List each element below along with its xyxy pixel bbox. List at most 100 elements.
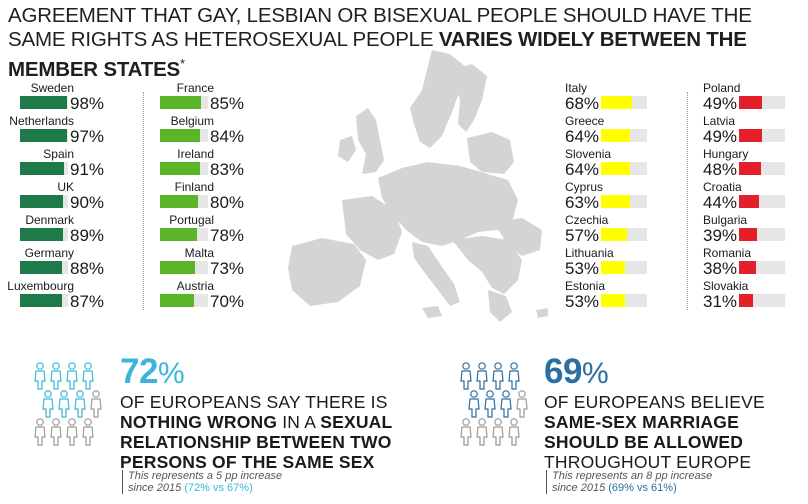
value-label: 78% bbox=[210, 226, 245, 245]
bar-greece bbox=[601, 129, 631, 142]
bar-track bbox=[20, 228, 68, 241]
country-label: UK bbox=[57, 180, 74, 194]
bar-croatia bbox=[739, 195, 760, 208]
bar-slovakia bbox=[739, 294, 754, 307]
country-label: Estonia bbox=[565, 279, 606, 293]
country-label: Germany bbox=[24, 246, 74, 260]
country-label: France bbox=[176, 81, 214, 95]
bar-spain bbox=[20, 162, 64, 175]
country-entry-ireland: Ireland 83% bbox=[160, 148, 280, 181]
bar-track bbox=[739, 294, 785, 307]
bar-ireland bbox=[160, 162, 200, 175]
country-entry-slovakia: Slovakia 31% bbox=[703, 280, 808, 313]
bar-uk bbox=[20, 195, 64, 208]
bar-track bbox=[739, 195, 785, 208]
value-label: 84% bbox=[210, 127, 245, 146]
divider-right bbox=[687, 92, 688, 310]
bar-track bbox=[739, 129, 785, 142]
person-icon bbox=[42, 390, 54, 418]
person-icon bbox=[460, 418, 472, 446]
country-label: Czechia bbox=[565, 213, 609, 227]
country-entry-austria: Austria 70% bbox=[160, 280, 280, 313]
title-part1: AGREEMENT THAT GAY, LESBIAN OR BISEXUAL … bbox=[8, 4, 752, 51]
bar-track bbox=[20, 96, 68, 109]
person-icon bbox=[66, 362, 78, 390]
bar-track bbox=[601, 261, 647, 274]
value-label: 57% bbox=[565, 226, 600, 245]
value-label: 87% bbox=[70, 292, 105, 311]
bar-track bbox=[601, 294, 647, 307]
value-label: 38% bbox=[703, 259, 738, 278]
country-column-red: Poland 49% Latvia 49% Hungary 48% Croatia 44% Bu… bbox=[703, 82, 808, 313]
country-entry-luxembourg: Luxembourg 87% bbox=[7, 280, 140, 313]
country-entry-portugal: Portugal 78% bbox=[160, 214, 280, 247]
value-label: 48% bbox=[703, 160, 738, 179]
bar-sweden bbox=[20, 96, 68, 109]
stat-69-line3: SHOULD BE ALLOWED bbox=[544, 432, 744, 452]
country-entry-cyprus: Cyprus 63% bbox=[565, 181, 685, 214]
bar-denmark bbox=[20, 228, 63, 241]
person-icon bbox=[82, 418, 94, 446]
country-label: Spain bbox=[43, 147, 74, 161]
country-entry-germany: Germany 88% bbox=[20, 247, 140, 280]
country-entry-uk: UK 90% bbox=[20, 181, 140, 214]
country-label: Bulgaria bbox=[703, 213, 748, 227]
value-label: 97% bbox=[70, 127, 105, 146]
value-label: 89% bbox=[70, 226, 105, 245]
country-label: Lithuania bbox=[565, 246, 614, 260]
bar-track bbox=[739, 96, 785, 109]
stat-69-line2: SAME-SEX MARRIAGE bbox=[544, 412, 739, 432]
person-icon bbox=[50, 418, 62, 446]
country-entry-finland: Finland 80% bbox=[160, 181, 280, 214]
value-label: 68% bbox=[565, 94, 600, 113]
bar-italy bbox=[601, 96, 633, 109]
person-icon bbox=[484, 390, 496, 418]
value-label: 39% bbox=[703, 226, 738, 245]
bar-track bbox=[739, 261, 785, 274]
value-label: 31% bbox=[703, 292, 738, 311]
person-icon bbox=[34, 418, 46, 446]
bar-lithuania bbox=[601, 261, 626, 274]
divider-left bbox=[143, 92, 144, 310]
value-label: 70% bbox=[210, 292, 245, 311]
stat-69-block: 69% OF EUROPEANS BELIEVE SAME-SEX MARRIA… bbox=[544, 354, 765, 473]
country-label: Denmark bbox=[25, 213, 74, 227]
value-label: 63% bbox=[565, 193, 600, 212]
country-entry-romania: Romania 38% bbox=[703, 247, 808, 280]
stat-69-line1: OF EUROPEANS BELIEVE bbox=[544, 392, 765, 412]
bar-track bbox=[20, 261, 68, 274]
people-icons-69 bbox=[460, 362, 528, 446]
country-entry-poland: Poland 49% bbox=[703, 82, 808, 115]
stat-69-note: This represents an 8 pp increase since 2… bbox=[546, 470, 712, 494]
stat-72-block: 72% OF EUROPEANS SAY THERE IS NOTHING WR… bbox=[120, 354, 392, 473]
country-label: Belgium bbox=[170, 114, 214, 128]
country-entry-croatia: Croatia 44% bbox=[703, 181, 808, 214]
person-icon bbox=[50, 362, 62, 390]
country-entry-denmark: Denmark 89% bbox=[20, 214, 140, 247]
bar-track bbox=[20, 195, 68, 208]
value-label: 64% bbox=[565, 127, 600, 146]
value-label: 91% bbox=[70, 160, 105, 179]
country-entry-hungary: Hungary 48% bbox=[703, 148, 808, 181]
country-entry-bulgaria: Bulgaria 39% bbox=[703, 214, 808, 247]
bar-hungary bbox=[739, 162, 762, 175]
title-part2: VARIES WIDELY BETWEEN THE MEMBER STATES bbox=[8, 28, 747, 81]
value-label: 90% bbox=[70, 193, 105, 212]
person-icon bbox=[508, 418, 520, 446]
country-entry-latvia: Latvia 49% bbox=[703, 115, 808, 148]
country-label: Malta bbox=[184, 246, 214, 260]
country-label: Portugal bbox=[169, 213, 214, 227]
bar-austria bbox=[160, 294, 194, 307]
person-icon bbox=[476, 418, 488, 446]
value-label: 88% bbox=[70, 259, 105, 278]
country-label: Slovakia bbox=[703, 279, 749, 293]
bar-finland bbox=[160, 195, 199, 208]
value-label: 53% bbox=[565, 259, 600, 278]
bar-track bbox=[160, 96, 208, 109]
country-column-yellow: Italy 68% Greece 64% Slovenia 64% Cyprus 63% Cze… bbox=[565, 82, 685, 313]
country-entry-france: France 85% bbox=[160, 82, 280, 115]
person-icon bbox=[476, 362, 488, 390]
bar-track bbox=[601, 129, 647, 142]
bar-track bbox=[601, 96, 647, 109]
country-entry-estonia: Estonia 53% bbox=[565, 280, 685, 313]
